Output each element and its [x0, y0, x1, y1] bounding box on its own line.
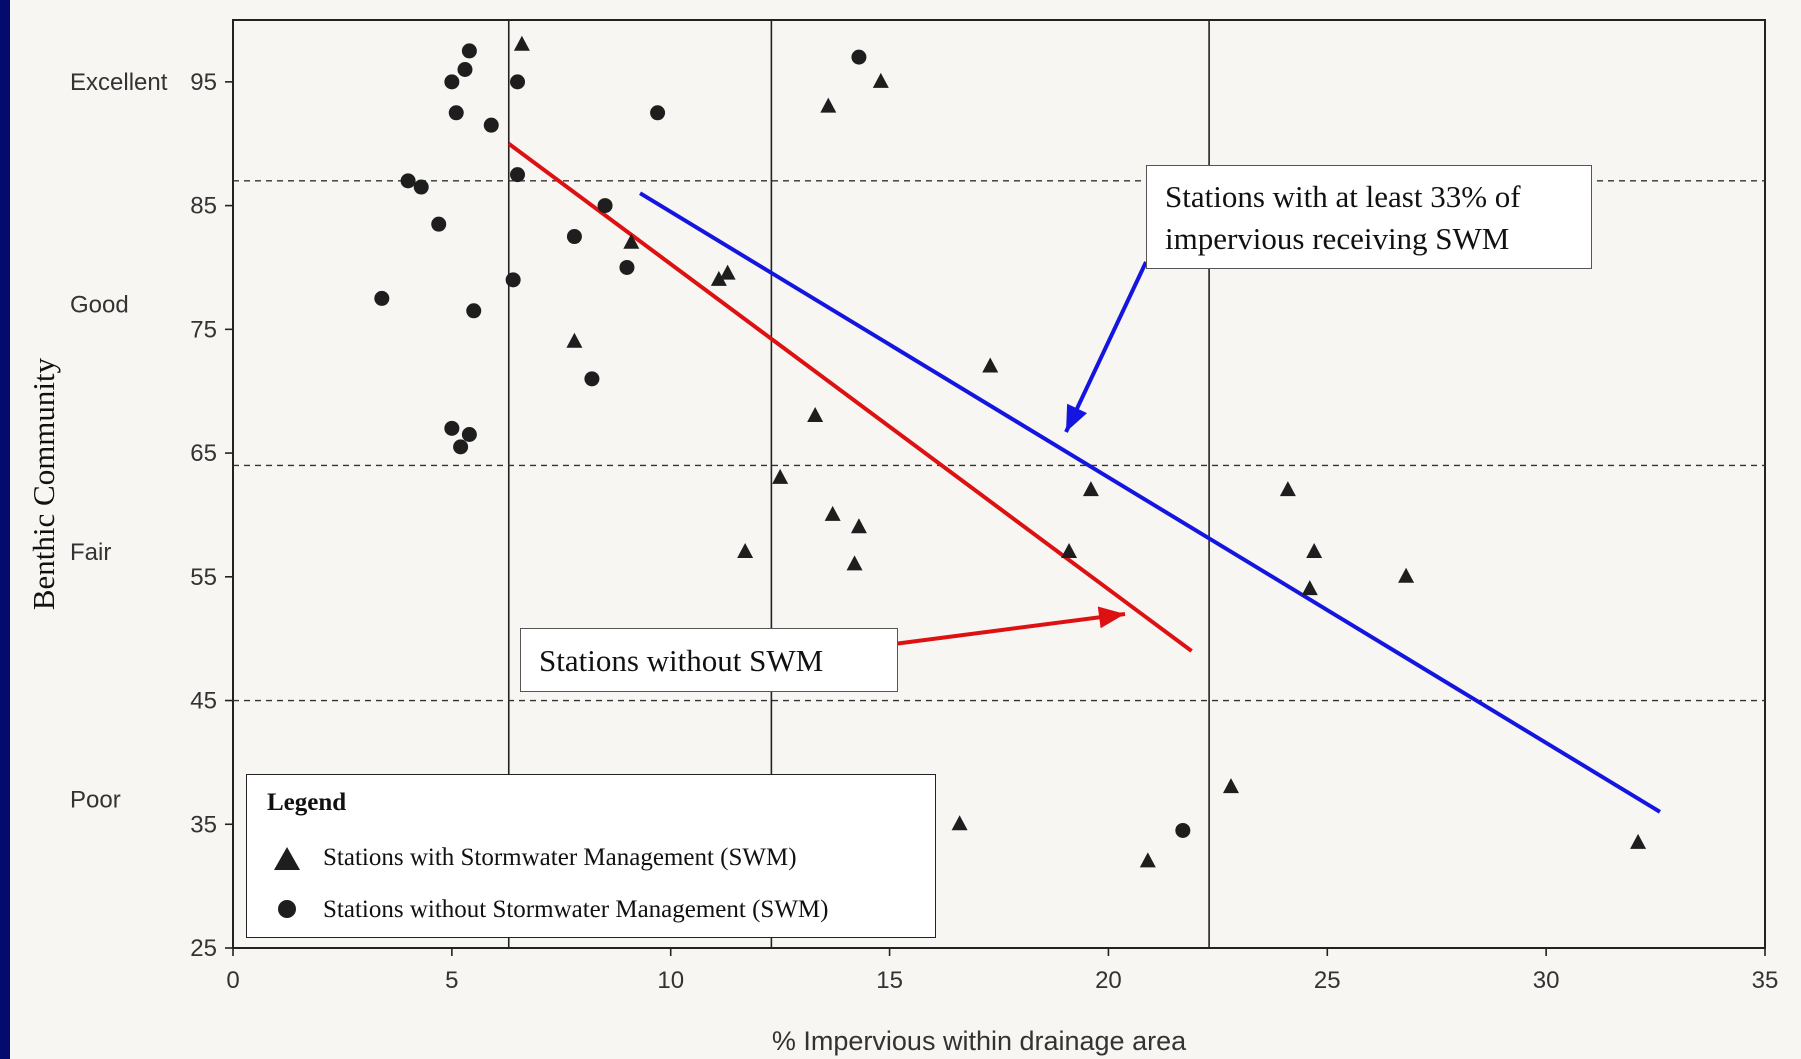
x-tick-label-1: 5 [445, 967, 458, 994]
legend-item-noswm: Stations without Stormwater Management (… [267, 895, 828, 925]
no-swm-point-13 [566, 229, 582, 245]
noswm-callout-arrow-shaft [893, 612, 1126, 646]
no-swm-point-20 [461, 427, 477, 443]
swm-point-0 [513, 35, 530, 51]
swm-point-13 [850, 518, 867, 534]
swm-point-1 [820, 97, 837, 113]
circle-marker-icon [267, 895, 307, 925]
x-tick-label-2: 10 [657, 967, 684, 994]
x-tick-label-7: 35 [1752, 967, 1779, 994]
category-label-poor: Poor [70, 787, 121, 814]
y-tick-label-6: 85 [190, 193, 217, 220]
swm-point-19 [1301, 580, 1318, 596]
swm-callout-arrow-head [1066, 403, 1088, 432]
swm-point-8 [807, 406, 824, 422]
swm-point-17 [846, 555, 863, 571]
y-axis-label: Benthic Community [26, 357, 61, 610]
swm-point-23 [1630, 833, 1647, 849]
swm-point-11 [1279, 481, 1296, 497]
no-swm-point-3 [444, 74, 460, 90]
y-tick-label-5: 75 [190, 316, 217, 343]
no-swm-point-14 [619, 259, 635, 275]
category-label-good: Good [70, 292, 129, 319]
swm-point-14 [737, 543, 754, 559]
no-swm-point-19 [444, 420, 460, 436]
y-tick-label-7: 95 [190, 69, 217, 96]
swm-point-16 [1306, 543, 1323, 559]
no-swm-point-9 [400, 173, 416, 189]
swm-point-3 [623, 233, 640, 249]
no-swm-point-11 [597, 198, 613, 214]
noswm-callout-arrow-head [1097, 606, 1125, 629]
swm-callout-line-2: impervious receiving SWM [1165, 221, 1510, 256]
swm-point-12 [824, 505, 841, 521]
no-swm-point-2 [457, 61, 473, 77]
trend-line-no-swm [507, 142, 1193, 653]
y-tick-label-0: 25 [190, 935, 217, 962]
category-label-fair: Fair [70, 539, 111, 566]
noswm-callout-box: Stations without SWM [520, 628, 898, 692]
y-tick-label-4: 65 [190, 440, 217, 467]
no-swm-point-6 [650, 105, 666, 121]
x-tick-label-3: 15 [876, 967, 903, 994]
no-swm-point-10 [413, 179, 429, 195]
swm-callout-line-1: Stations with at least 33% of [1165, 179, 1521, 214]
swm-point-7 [982, 357, 999, 373]
no-swm-point-16 [374, 290, 390, 306]
chart-figure: 25 35 45 55 65 75 85 95 0 5 10 15 20 25 30 35 Excellent G… [10, 0, 1801, 1059]
no-swm-point-1 [851, 49, 867, 65]
no-swm-point-7 [483, 117, 499, 133]
swm-callout-box: Stations with at least 33% of impervious… [1146, 165, 1592, 269]
swm-point-20 [1222, 778, 1239, 794]
no-swm-point-15 [505, 272, 521, 288]
y-tick-label-3: 55 [190, 564, 217, 591]
legend: Legend Stations with Stormwater Manageme… [246, 774, 936, 938]
no-swm-point-12 [431, 216, 447, 232]
swm-callout-arrow-shaft [1064, 261, 1148, 433]
swm-point-15 [1061, 543, 1078, 559]
swm-point-22 [1139, 852, 1156, 868]
swm-point-5 [719, 264, 736, 280]
no-swm-point-8 [510, 167, 526, 183]
legend-item-swm: Stations with Stormwater Management (SWM… [267, 843, 797, 873]
swm-point-21 [951, 815, 968, 831]
x-tick-label-4: 20 [1095, 967, 1122, 994]
no-swm-point-18 [584, 371, 600, 387]
no-swm-point-21 [453, 439, 469, 455]
no-swm-point-17 [466, 303, 482, 319]
swm-point-2 [872, 72, 889, 88]
triangle-marker-icon [267, 843, 307, 873]
legend-title: Legend [267, 789, 347, 816]
swm-point-18 [1398, 567, 1415, 583]
no-swm-point-5 [448, 105, 464, 121]
legend-item-swm-label: Stations with Stormwater Management (SWM… [323, 844, 797, 871]
no-swm-point-0 [461, 43, 477, 59]
y-tick-label-2: 45 [190, 688, 217, 715]
trend-line-swm [639, 191, 1661, 814]
swm-point-9 [772, 468, 789, 484]
no-swm-point-22 [1175, 822, 1191, 838]
category-label-excellent: Excellent [70, 69, 168, 96]
swm-point-4 [710, 270, 727, 286]
legend-item-noswm-label: Stations without Stormwater Management (… [323, 896, 829, 923]
no-swm-point-4 [510, 74, 526, 90]
y-tick-label-1: 35 [190, 811, 217, 838]
x-axis-label: % Impervious within drainage area [772, 1026, 1187, 1056]
scatter-chart: 25 35 45 55 65 75 85 95 0 5 10 15 20 25 30 35 Excellent G… [26, 19, 1779, 1056]
plot-frame [232, 19, 1766, 949]
x-tick-label-0: 0 [226, 967, 239, 994]
x-tick-label-5: 25 [1314, 967, 1341, 994]
swm-point-6 [566, 332, 583, 348]
noswm-callout-text: Stations without SWM [539, 643, 824, 678]
swm-point-10 [1082, 481, 1099, 497]
x-tick-label-6: 30 [1533, 967, 1560, 994]
